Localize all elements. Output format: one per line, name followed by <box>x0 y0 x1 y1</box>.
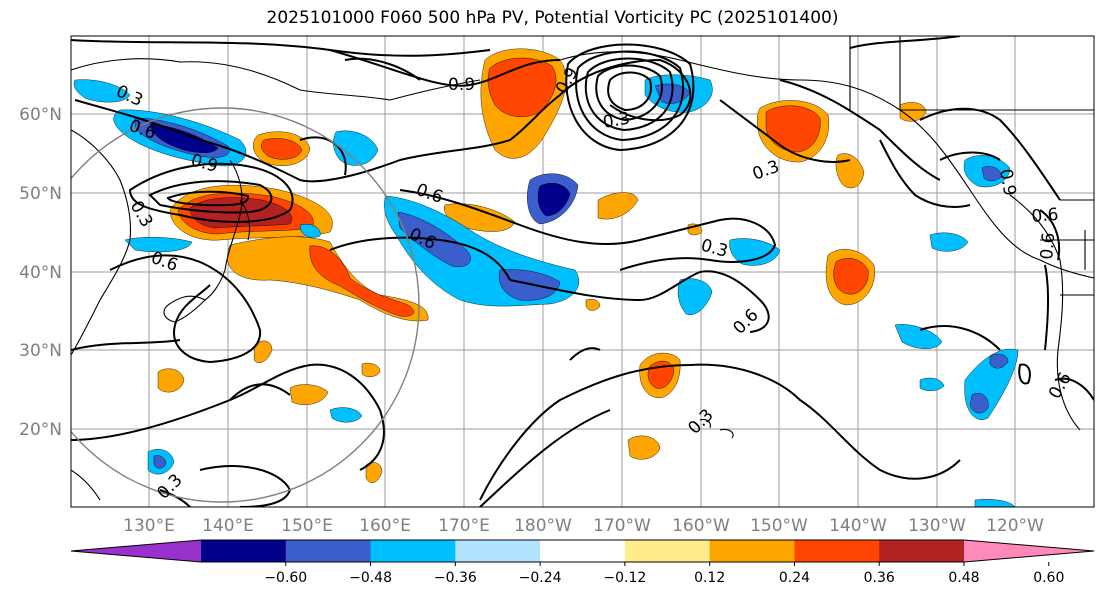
colorbar-tick-label: −0.60 <box>264 570 307 586</box>
lon-label: 150°E <box>281 516 333 536</box>
colorbar-tick-labels: −0.60 −0.48 −0.36 −0.24 −0.12 0.12 0.24 0.36 0.4… <box>264 562 1064 586</box>
colorbar-extend-max <box>964 540 1094 562</box>
latitude-labels: 60°N 50°N 40°N 30°N 20°N <box>19 105 62 440</box>
lat-label: 60°N <box>19 105 62 125</box>
contour-label: 0.6 <box>1037 232 1059 261</box>
colorbar-tick-label: −0.36 <box>434 570 477 586</box>
colorbar-segment <box>624 540 711 562</box>
lat-label: 50°N <box>19 184 62 204</box>
colorbar-tick-label: −0.12 <box>603 570 646 586</box>
lon-label: 120°W <box>986 516 1044 536</box>
lon-label: 140°W <box>829 516 887 536</box>
lon-label: 140°E <box>202 516 254 536</box>
colorbar-extend-min <box>71 540 201 562</box>
colorbar-segment <box>794 540 880 562</box>
pv-contours <box>71 36 1094 507</box>
colorbar-segment <box>709 540 795 562</box>
map-title: 2025101000 F060 500 hPa PV, Potential Vo… <box>266 8 839 28</box>
coastlines <box>71 36 1094 501</box>
lat-label: 20°N <box>19 420 62 440</box>
colorbar-tick-label: 0.60 <box>1033 570 1064 586</box>
lon-label: 170°W <box>593 516 651 536</box>
colorbar-segment <box>370 540 456 562</box>
lon-label: 170°E <box>438 516 490 536</box>
colorbar-segment <box>540 540 626 562</box>
map-frame <box>70 35 1095 508</box>
colorbar-tick-label: 0.24 <box>779 570 810 586</box>
colorbar-tick-label: 0.48 <box>948 570 979 586</box>
longitude-labels: 130°E 140°E 150°E 160°E 170°E 180°W 170°… <box>123 516 1044 536</box>
lon-label: 130°E <box>123 516 175 536</box>
contour-label: 0.3 <box>601 109 631 133</box>
contour-label: 0.6 <box>1031 205 1060 227</box>
colorbar-outline <box>70 539 1095 563</box>
colorbar <box>70 539 1095 563</box>
lon-label: 150°W <box>750 516 808 536</box>
range-ring <box>71 107 420 503</box>
colorbar-segment <box>201 540 287 562</box>
colorbar-segment <box>285 540 372 562</box>
lat-label: 40°N <box>19 263 62 283</box>
colorbar-segment <box>879 540 965 562</box>
colorbar-tick-label: −0.48 <box>349 570 392 586</box>
lat-label: 30°N <box>19 341 62 361</box>
lon-label: 160°E <box>359 516 411 536</box>
contour-label: 0.9 <box>448 75 475 95</box>
lon-label: 130°W <box>908 516 966 536</box>
colorbar-tick-label: 0.12 <box>694 570 725 586</box>
pv-shading <box>73 48 1019 507</box>
colorbar-tick-label: 0.36 <box>864 570 895 586</box>
lon-label: 160°W <box>672 516 730 536</box>
lon-label: 180°W <box>514 516 572 536</box>
colorbar-tick-label: −0.24 <box>519 570 562 586</box>
colorbar-segment <box>455 540 541 562</box>
contour-label: 0.9 <box>995 167 1019 197</box>
